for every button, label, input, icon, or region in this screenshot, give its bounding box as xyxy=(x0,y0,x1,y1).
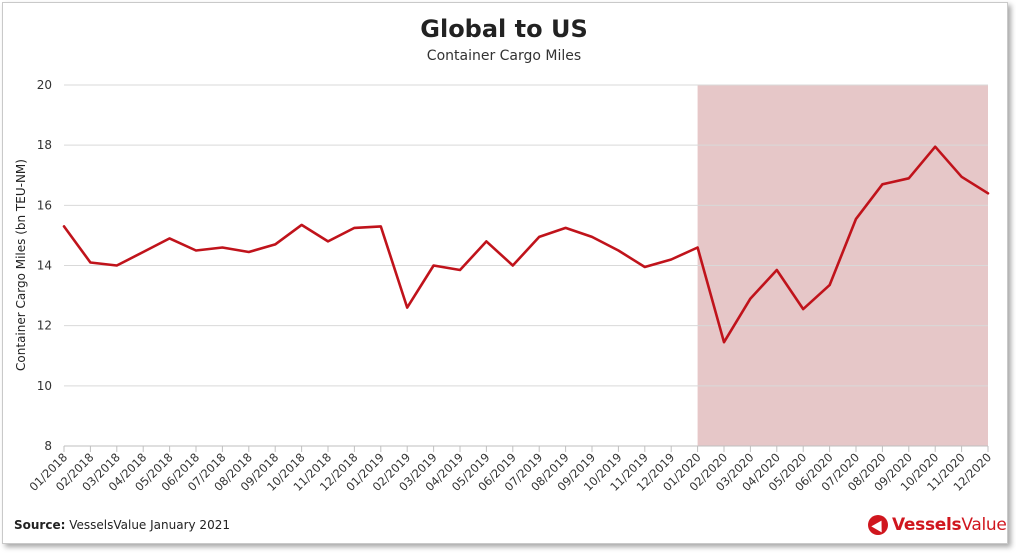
vesselsvalue-logo: VesselsValue xyxy=(868,512,1007,538)
chart-subtitle: Container Cargo Miles xyxy=(427,48,581,64)
source-note: Source: VesselsValue January 2021 xyxy=(14,518,230,532)
source-text: VesselsValue January 2021 xyxy=(65,518,230,532)
vesselsvalue-logo-text: VesselsValue xyxy=(892,515,1007,535)
y-tick-label: 14 xyxy=(37,259,52,273)
source-label: Source: xyxy=(14,518,66,532)
vesselsvalue-logo-icon xyxy=(868,515,888,535)
y-tick-label: 10 xyxy=(37,379,52,393)
chart-title: Global to US xyxy=(420,15,587,43)
y-tick-label: 8 xyxy=(44,439,52,453)
series-line xyxy=(62,145,990,344)
y-axis-label: Container Cargo Miles (bn TEU-NM) xyxy=(14,159,28,371)
plot-area: 810121416182001/201802/201803/201804/201… xyxy=(26,78,994,494)
y-tick-label: 12 xyxy=(37,319,52,333)
y-tick-label: 18 xyxy=(37,138,52,152)
y-tick-label: 16 xyxy=(37,198,52,212)
y-tick-label: 20 xyxy=(37,78,52,92)
